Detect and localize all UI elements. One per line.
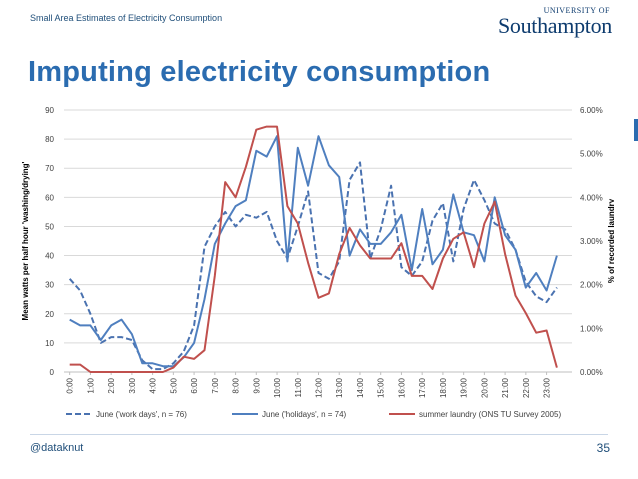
x-tick-label: 2:00	[107, 377, 116, 393]
edge-accent-mark	[634, 119, 638, 141]
y-tick-label: 50	[45, 222, 54, 231]
x-tick-label: 22:00	[522, 377, 531, 398]
x-tick-label: 7:00	[211, 377, 220, 393]
series-line-2	[69, 135, 558, 368]
footer-handle: @dataknut	[30, 442, 84, 454]
university-logo: UNIVERSITY OF Southampton	[498, 6, 612, 37]
footer-divider	[30, 434, 608, 435]
legend-label-3: summer laundry (ONS TU Survey 2005)	[419, 410, 561, 419]
logo-main-text: Southampton	[497, 13, 612, 38]
y-tick-label: 10	[45, 339, 54, 348]
x-tick-label: 3:00	[128, 377, 137, 393]
legend-label-1: June ('work days', n = 76)	[96, 410, 187, 419]
y2-tick-label: 0.00%	[580, 368, 603, 377]
y2-tick-label: 5.00%	[580, 150, 603, 159]
y-tick-label: 90	[45, 106, 54, 115]
x-tick-label: 23:00	[543, 377, 552, 398]
x-tick-label: 12:00	[315, 377, 324, 398]
x-tick-label: 0:00	[66, 377, 75, 393]
y-tick-label: 20	[45, 310, 54, 319]
y2-tick-label: 4.00%	[580, 193, 603, 202]
header-subtitle: Small Area Estimates of Electricity Cons…	[30, 13, 223, 23]
x-tick-label: 15:00	[377, 377, 386, 398]
y-tick-label: 40	[45, 252, 54, 261]
page-title: Imputing electricity consumption	[28, 56, 491, 88]
y-tick-label: 80	[45, 135, 54, 144]
y2-tick-label: 2.00%	[580, 281, 603, 290]
x-tick-label: 9:00	[252, 377, 261, 393]
y2-tick-label: 3.00%	[580, 237, 603, 246]
x-tick-label: 4:00	[149, 377, 158, 393]
x-tick-label: 18:00	[439, 377, 448, 398]
page-number: 35	[596, 441, 610, 455]
y-tick-label: 60	[45, 193, 54, 202]
x-tick-label: 19:00	[460, 377, 469, 398]
y-tick-label: 0	[50, 368, 55, 377]
y-axis-label: Mean watts per half hour 'washing/drying…	[21, 161, 30, 320]
x-tick-label: 13:00	[335, 377, 344, 398]
x-tick-label: 1:00	[86, 377, 95, 393]
x-tick-label: 8:00	[232, 377, 241, 393]
x-tick-label: 6:00	[190, 377, 199, 393]
y-tick-label: 30	[45, 281, 54, 290]
x-tick-label: 11:00	[294, 377, 303, 397]
y2-axis-label: % of recorded laundry	[607, 198, 614, 283]
x-tick-label: 16:00	[397, 377, 406, 398]
y2-tick-label: 1.00%	[580, 324, 603, 333]
logo-top-text: UNIVERSITY OF	[543, 6, 610, 15]
legend-label-2: June ('holidays', n = 74)	[262, 410, 347, 419]
x-tick-label: 20:00	[480, 377, 489, 398]
chart-container: 0 10 20 30 40 50 60 70 80 90 0.00% 1.00% 2.00% 3.00% 4…	[14, 100, 616, 430]
x-tick-label: 14:00	[356, 377, 365, 398]
series-line-3	[69, 125, 558, 373]
x-tick-label: 17:00	[418, 377, 427, 398]
series-line-1	[68, 161, 558, 371]
y2-tick-label: 6.00%	[580, 106, 603, 115]
x-tick-label: 10:00	[273, 377, 282, 398]
y-tick-label: 70	[45, 164, 54, 173]
x-tick-label: 21:00	[501, 377, 510, 398]
line-chart: 0 10 20 30 40 50 60 70 80 90 0.00% 1.00% 2.00% 3.00% 4…	[21, 106, 616, 419]
x-tick-label: 5:00	[169, 377, 178, 393]
